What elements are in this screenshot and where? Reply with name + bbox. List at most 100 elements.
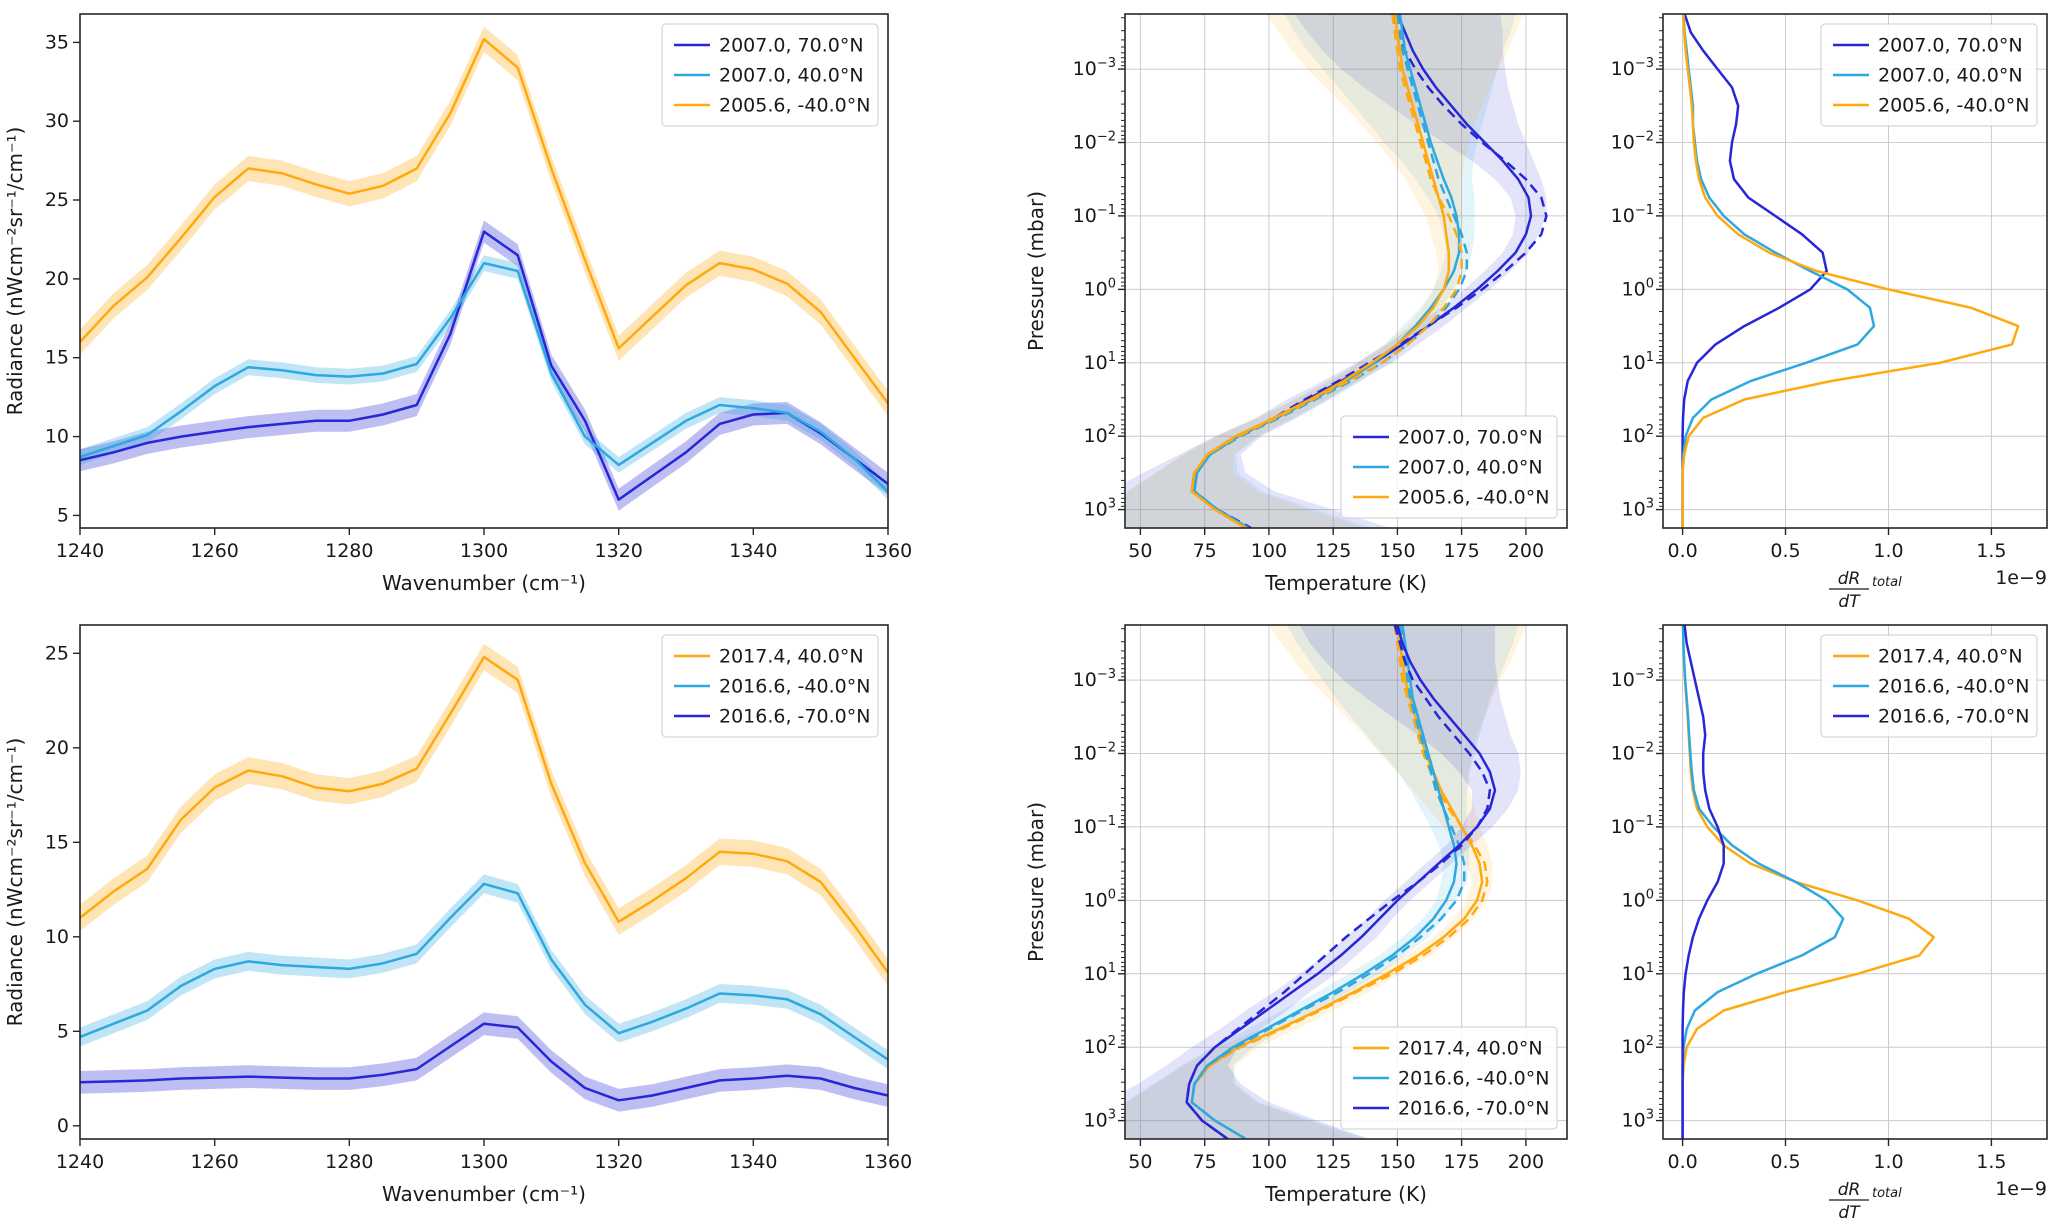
svg-text:200: 200 [1508, 1151, 1544, 1173]
y-axis-label: Radiance (nWcm⁻²sr⁻¹/cm⁻¹) [3, 127, 27, 416]
legend-entry-label: 2016.6, -40.0°N [1398, 1068, 1549, 1090]
legend-entry-label: 2005.6, -40.0°N [1878, 95, 2029, 117]
y-axis: 10−3 10−2 10−1 100 101 102 103 [1611, 17, 1663, 521]
svg-text:0: 0 [57, 1115, 69, 1137]
x-axis-label: Temperature (K) [1264, 1182, 1427, 1206]
svg-text:100: 100 [1084, 276, 1116, 300]
svg-text:150: 150 [1379, 1151, 1415, 1173]
legend-entry-label: 2016.6, -40.0°N [1878, 676, 2029, 698]
svg-text:10: 10 [45, 426, 69, 448]
x-axis-fraction-label: dR dT total [1829, 1180, 1902, 1221]
svg-text:103: 103 [1084, 497, 1116, 521]
x-axis: 50 75 100 125 150 175 200 Temperature (K) [1128, 528, 1544, 595]
svg-text:1320: 1320 [595, 540, 643, 562]
svg-text:175: 175 [1443, 540, 1479, 562]
legend-frame [661, 634, 879, 738]
svg-text:1340: 1340 [729, 1151, 777, 1173]
x-axis-label: Temperature (K) [1264, 571, 1427, 595]
svg-text:1.0: 1.0 [1873, 540, 1903, 562]
svg-text:10−3: 10−3 [1073, 56, 1116, 80]
svg-text:100: 100 [1622, 276, 1654, 300]
svg-text:101: 101 [1084, 961, 1116, 985]
svg-text:dT: dT [1838, 592, 1861, 610]
svg-text:0.5: 0.5 [1770, 540, 1800, 562]
legend: 2007.0, 70.0°N 2007.0, 40.0°N 2005.6, -40.… [1340, 415, 1558, 519]
legend-entry-label: 2007.0, 70.0°N [1878, 35, 2023, 57]
legend: 2007.0, 70.0°N 2007.0, 40.0°N 2005.6, -40.… [661, 23, 879, 127]
svg-text:15: 15 [45, 347, 69, 369]
series-line [80, 655, 888, 974]
svg-text:100: 100 [1251, 1151, 1287, 1173]
svg-text:10−1: 10−1 [1611, 814, 1654, 838]
axis-offset-label: 1e−9 [1995, 1178, 2047, 1200]
svg-text:1300: 1300 [460, 540, 508, 562]
svg-text:total: total [1872, 1186, 1902, 1201]
svg-text:101: 101 [1622, 350, 1654, 374]
legend: 2017.4, 40.0°N 2016.6, -40.0°N 2016.6, -70… [1820, 634, 2038, 738]
svg-text:35: 35 [45, 31, 69, 53]
legend-entry-label: 2017.4, 40.0°N [1878, 646, 2023, 668]
svg-text:75: 75 [1193, 1151, 1217, 1173]
y-axis-label: Radiance (nWcm⁻²sr⁻¹/cm⁻¹) [3, 738, 27, 1027]
svg-text:1260: 1260 [191, 540, 239, 562]
svg-text:0.0: 0.0 [1667, 1151, 1697, 1173]
svg-text:10−1: 10−1 [1073, 814, 1116, 838]
svg-text:10−1: 10−1 [1073, 203, 1116, 227]
svg-text:1.0: 1.0 [1873, 1151, 1903, 1173]
x-axis: 0.0 0.5 1.0 1.5 1e−9 [1667, 1139, 2047, 1200]
svg-text:10−3: 10−3 [1611, 56, 1654, 80]
legend-frame [1340, 1026, 1558, 1130]
svg-text:102: 102 [1084, 1034, 1116, 1058]
svg-text:0.5: 0.5 [1770, 1151, 1800, 1173]
plot-border [1124, 13, 1568, 529]
legend-entry-label: 2007.0, 40.0°N [719, 65, 864, 87]
svg-text:dR: dR [1838, 1180, 1861, 1200]
svg-text:10−3: 10−3 [1073, 667, 1116, 691]
legend-entry-label: 2017.4, 40.0°N [1398, 1038, 1543, 1060]
legend-entry-label: 2007.0, 70.0°N [719, 35, 864, 57]
y-axis: 0 5 10 15 20 25 [45, 642, 80, 1137]
svg-text:20: 20 [45, 737, 69, 759]
svg-text:100: 100 [1251, 540, 1287, 562]
svg-text:1.5: 1.5 [1976, 540, 2006, 562]
svg-text:25: 25 [45, 189, 69, 211]
legend-entry-label: 2007.0, 40.0°N [1878, 65, 2023, 87]
x-axis-label: Wavenumber (cm⁻¹) [382, 571, 586, 595]
svg-text:103: 103 [1084, 1108, 1116, 1132]
svg-text:1.5: 1.5 [1976, 1151, 2006, 1173]
x-axis: 1240 1260 1280 1300 1320 1340 1360 Wavenumber (… [56, 1139, 912, 1206]
svg-text:1280: 1280 [325, 1151, 373, 1173]
x-axis-fraction-label: dR dT total [1829, 569, 1902, 610]
svg-text:1260: 1260 [191, 1151, 239, 1173]
svg-text:25: 25 [45, 642, 69, 664]
panel-radiance-bottom: 1240 1260 1280 1300 1320 1340 1360 Wavenumber (… [3, 624, 912, 1206]
legend-frame [1820, 23, 2038, 127]
x-axis: 0.0 0.5 1.0 1.5 1e−9 [1667, 528, 2047, 589]
svg-text:20: 20 [45, 268, 69, 290]
legend-entry-label: 2016.6, -70.0°N [719, 706, 870, 728]
svg-text:103: 103 [1622, 497, 1654, 521]
svg-text:dT: dT [1838, 1203, 1861, 1221]
svg-text:103: 103 [1622, 1108, 1654, 1132]
svg-text:101: 101 [1622, 961, 1654, 985]
svg-text:5: 5 [57, 1020, 69, 1042]
legend-entry-label: 2007.0, 40.0°N [1398, 457, 1543, 479]
svg-text:1280: 1280 [325, 540, 373, 562]
series-lines [1190, 14, 1548, 528]
panel-weighting-function-bottom: 0.0 0.5 1.0 1.5 1e−9 dR dT total 10−3 10−2 10−1 100… [1611, 624, 2048, 1221]
series-lines [80, 655, 888, 1102]
series-line [1190, 625, 1458, 1139]
legend-entry-label: 2016.6, -40.0°N [719, 676, 870, 698]
svg-text:101: 101 [1084, 350, 1116, 374]
svg-text:total: total [1872, 575, 1902, 590]
svg-text:102: 102 [1622, 423, 1654, 447]
panel-weighting-function-top: 0.0 0.5 1.0 1.5 1e−9 dR dT total 10−3 10−2 10−1 100… [1611, 13, 2048, 610]
axis-offset-label: 1e−9 [1995, 567, 2047, 589]
svg-text:15: 15 [45, 831, 69, 853]
series-line [1681, 625, 1845, 1139]
series-line [80, 882, 888, 1061]
legend-entry-label: 2017.4, 40.0°N [719, 646, 864, 668]
